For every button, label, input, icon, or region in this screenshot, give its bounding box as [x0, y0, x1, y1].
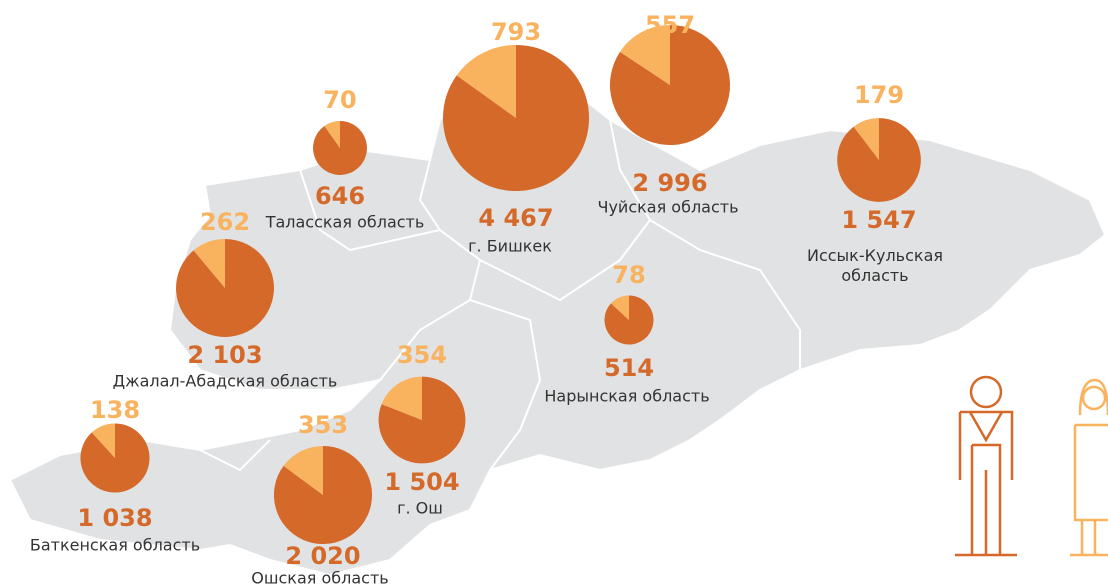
men-count: 1 038	[77, 504, 153, 532]
men-count: 514	[603, 354, 655, 382]
women-count: 353	[297, 411, 349, 439]
pie-slice-women	[324, 121, 340, 148]
region-name: Иссык-Кульская область	[806, 246, 943, 285]
men-count: 1 504	[384, 468, 460, 496]
region-name: Чуйская область	[597, 197, 739, 217]
region-name: г. Бишкек	[468, 236, 552, 256]
borders	[199, 119, 801, 472]
women-count: 557	[644, 11, 696, 39]
pie-slice-men	[273, 445, 373, 545]
pie-slice-women	[91, 423, 115, 458]
women-count: 78	[612, 261, 646, 289]
women-count: 179	[853, 81, 905, 109]
woman-icon	[1070, 378, 1108, 557]
pie-slice-women	[610, 295, 629, 320]
region-name: Ошская область	[251, 568, 389, 588]
men-count: 646	[314, 182, 366, 210]
men-count: 2 103	[187, 341, 263, 369]
men-count: 2 996	[632, 169, 708, 197]
women-count: 793	[490, 18, 542, 46]
pie-slice-men	[80, 423, 150, 493]
women-count: 70	[323, 86, 357, 114]
men-count: 4 467	[478, 204, 554, 232]
pie-slice-women	[456, 44, 516, 118]
men-count: 1 547	[841, 206, 917, 234]
man-icon	[955, 375, 1017, 557]
region-name: Баткенская область	[29, 535, 201, 555]
women-count: 354	[396, 341, 448, 369]
region-name: Нарынская область	[544, 386, 710, 406]
pie-slice-men	[609, 24, 731, 146]
pie-slice-women	[381, 376, 422, 420]
pie-slice-women	[853, 118, 879, 160]
pie-slice-women	[193, 239, 225, 288]
women-count: 138	[89, 396, 141, 424]
pie-slice-men	[176, 239, 274, 337]
women-count: 262	[199, 208, 251, 236]
region-name: г. Ош	[397, 498, 443, 518]
country-shape	[8, 78, 1107, 577]
pie-slice-women	[283, 445, 323, 495]
pie-slice-men	[442, 44, 590, 192]
region-name: Таласская область	[265, 212, 425, 232]
pie-slice-women	[619, 24, 670, 86]
men-count: 2 020	[285, 542, 361, 570]
region-name: Джалал-Абадская область	[112, 371, 338, 391]
